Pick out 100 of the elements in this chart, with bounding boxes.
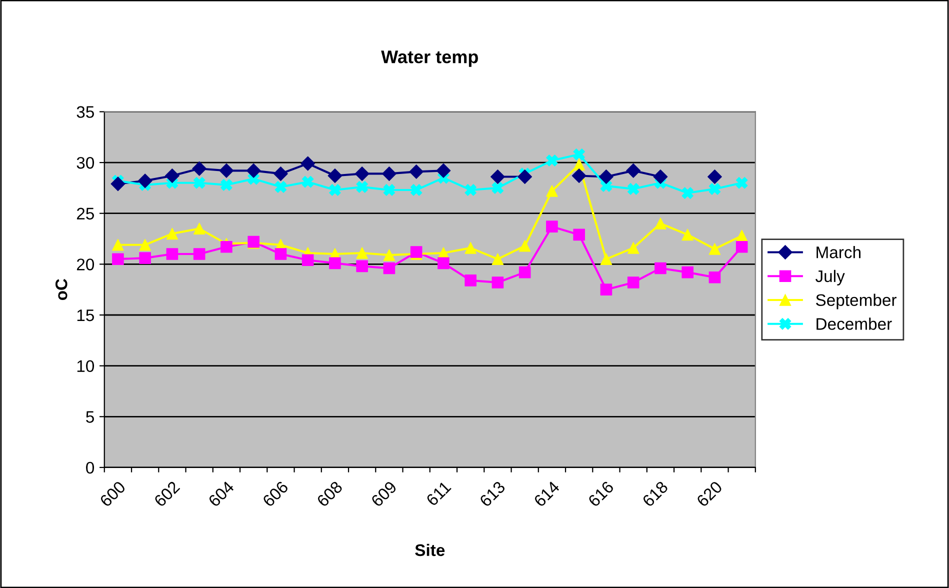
point [518,240,531,252]
point [546,185,558,197]
point [302,254,314,266]
x-tick-label: 600 [99,480,126,508]
point [273,166,288,181]
point [410,184,422,196]
y-tick-label: 0 [86,462,94,474]
point [193,222,206,235]
point [627,242,640,254]
point [356,181,368,193]
legend-label: September [816,294,896,310]
point [518,170,532,184]
point [464,242,476,254]
point [573,158,585,170]
point [492,182,504,194]
point [166,228,178,240]
point [110,176,126,192]
point [627,276,640,288]
point [736,176,748,189]
point [654,262,666,274]
point [382,166,396,181]
point [383,249,396,261]
point [573,148,585,160]
point [274,248,287,260]
legend-label: December [816,318,892,330]
point [546,220,558,232]
point [438,257,450,270]
point [600,284,612,296]
point [736,240,748,253]
point [164,168,180,183]
point [138,174,152,188]
point [464,184,476,196]
point [329,184,341,196]
point [220,178,232,191]
point [654,218,666,230]
point [112,238,124,251]
legend-label: March [816,246,860,258]
point [328,168,342,183]
point [436,163,451,178]
y-tick-label: 35 [76,106,94,118]
point [464,274,476,286]
x-tick-label: 613 [478,480,506,508]
point [573,228,585,241]
y-tick-label: 20 [76,258,94,270]
point [708,183,721,195]
point [572,168,586,183]
point [409,164,424,179]
point [329,257,341,270]
x-tick-label: 609 [370,480,398,508]
y-axis-title: oC [55,278,68,300]
point [246,163,261,178]
point [518,266,531,278]
x-tick-label: 604 [208,480,235,508]
point [356,247,368,259]
point [736,230,748,242]
x-tick-label: 606 [262,480,289,508]
point [220,240,232,253]
point [682,187,694,199]
x-tick-label: 611 [426,480,452,507]
x-tick-label: 608 [316,480,344,508]
point [274,181,287,193]
legend-label: July [816,270,845,286]
x-tick-label: 618 [642,480,669,508]
point [707,170,722,184]
x-tick-label: 602 [153,480,180,508]
point [682,228,694,241]
point [356,260,368,272]
point [600,253,612,266]
x-tick-label: 614 [533,480,560,508]
point [708,271,721,284]
y-tick-label: 10 [77,360,94,372]
point [490,170,505,184]
point [600,180,612,192]
point [383,262,396,274]
point [112,253,124,266]
point [354,166,370,181]
point [193,248,206,260]
point [627,183,640,195]
y-tick-label: 5 [86,411,94,423]
point [383,184,396,196]
chart-title: Water temp [381,50,478,67]
point [219,163,234,178]
point [193,176,206,189]
x-axis-title: Site [415,544,445,556]
y-tick-label: 25 [76,208,94,220]
point [598,170,614,184]
y-tick-label: 15 [77,310,94,322]
point [139,252,151,264]
point [682,266,694,278]
point [139,238,151,251]
x-tick-label: 620 [696,480,723,508]
point [708,243,721,255]
point [653,170,668,184]
point [492,276,504,288]
point [492,253,504,266]
point [300,156,316,171]
point [546,154,558,166]
x-tick-label: 616 [587,480,614,508]
point [192,161,207,176]
point [302,176,314,188]
